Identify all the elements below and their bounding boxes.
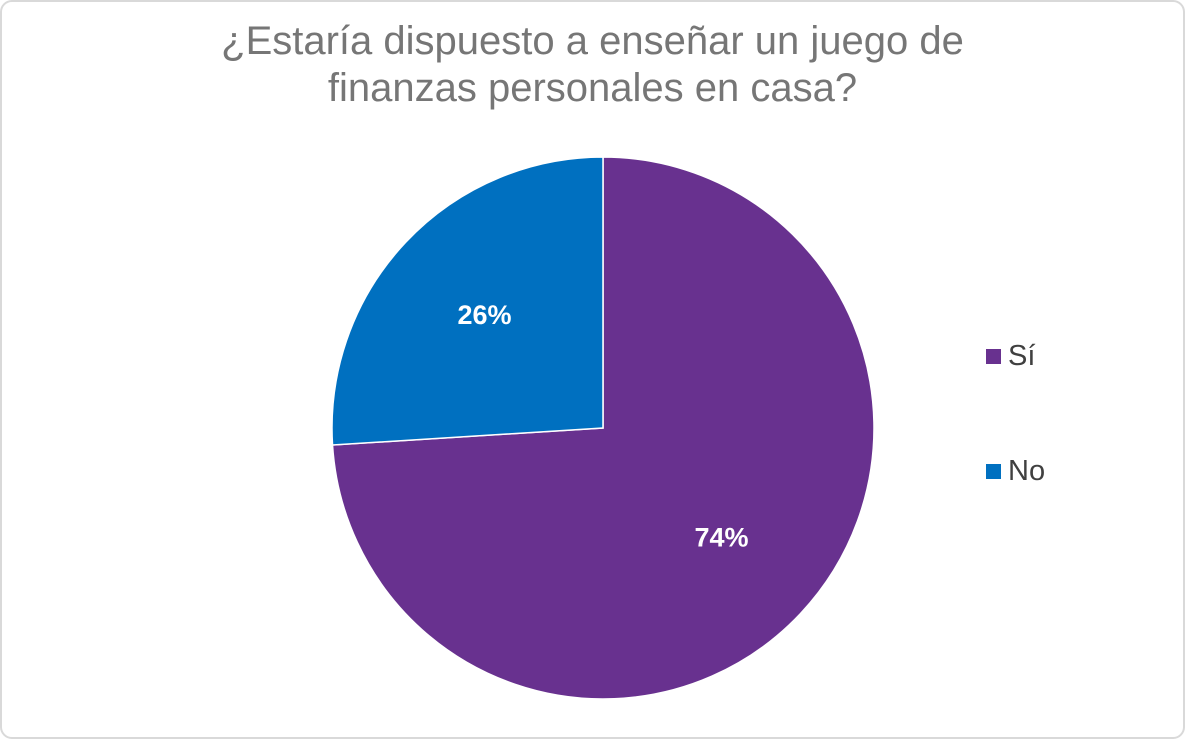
legend-swatch-no: [986, 463, 1001, 479]
pie-slice-no[interactable]: [331, 156, 604, 446]
legend-swatch-si: [986, 348, 1001, 364]
legend-item-si[interactable]: Sí: [986, 336, 1045, 376]
legend-item-no[interactable]: No: [986, 451, 1045, 491]
data-label-si: 74%: [695, 522, 749, 552]
chart-title-line-1: ¿Estaría dispuesto a enseñar un juego de: [221, 19, 964, 63]
legend-label-no: No: [1008, 454, 1046, 487]
legend-label-si: Sí: [1008, 339, 1036, 372]
chart-title-line-2: finanzas personales en casa?: [327, 66, 858, 110]
data-label-no: 26%: [457, 300, 511, 330]
legend: Sí No: [986, 336, 1045, 566]
chart-title: ¿Estaría dispuesto a enseñar un juego de…: [0, 18, 1185, 112]
